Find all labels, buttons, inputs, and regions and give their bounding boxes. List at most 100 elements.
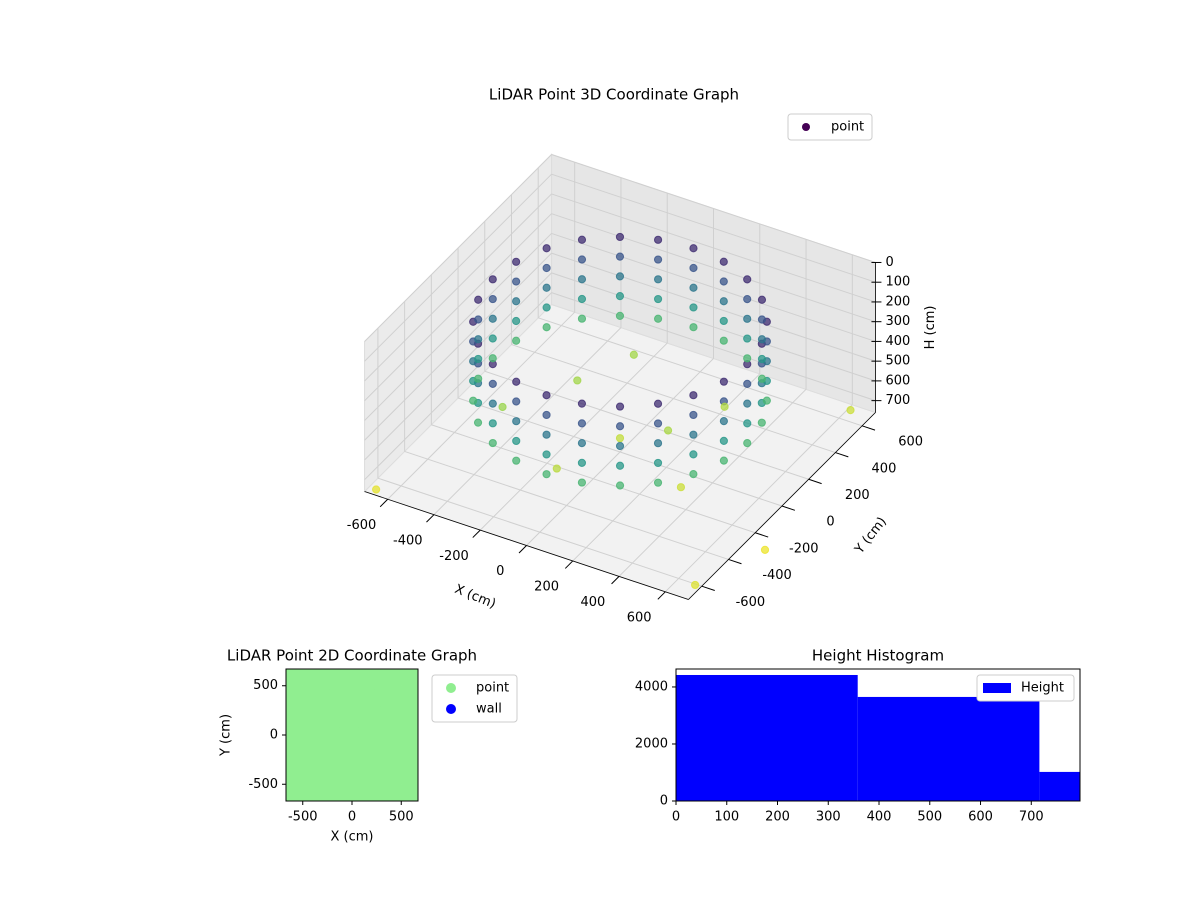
x-tick-label: -400 — [393, 533, 423, 548]
point — [757, 315, 767, 324]
point — [743, 399, 752, 408]
point — [689, 430, 698, 439]
grid-line — [404, 450, 729, 560]
y-tick-label: 500 — [253, 678, 278, 693]
grid-line — [364, 233, 552, 421]
grid-line — [551, 252, 876, 362]
point — [719, 277, 728, 286]
legend-label: point — [476, 681, 509, 696]
grid-line — [364, 213, 552, 402]
grid-line — [511, 344, 836, 454]
point — [757, 354, 767, 364]
z-tick-label: 300 — [885, 314, 910, 329]
grid-line — [538, 317, 863, 427]
point — [663, 426, 673, 435]
y-tick-label: 0 — [660, 794, 668, 809]
point — [469, 396, 478, 405]
y-tick-label: 2000 — [635, 736, 668, 751]
point — [653, 275, 663, 284]
point — [338, 740, 366, 769]
bar — [857, 696, 1040, 801]
point — [689, 283, 698, 292]
z-tick-label: 200 — [885, 294, 910, 309]
x-tick-label: 0 — [348, 810, 356, 825]
y-tick-label: -600 — [736, 595, 766, 610]
point — [691, 580, 700, 590]
point — [719, 297, 728, 306]
point — [743, 354, 752, 363]
point — [689, 410, 698, 420]
point — [474, 354, 483, 364]
y-tick-label: 200 — [845, 488, 870, 503]
point — [653, 235, 663, 244]
point — [298, 721, 327, 749]
point — [577, 419, 587, 428]
point — [577, 439, 587, 448]
z-tick-label: 500 — [885, 354, 910, 369]
point — [577, 478, 587, 487]
z-tick-label: 100 — [885, 275, 910, 290]
point — [488, 354, 497, 363]
point — [298, 681, 327, 710]
tick-mark — [835, 452, 849, 458]
point — [743, 439, 752, 448]
point — [577, 275, 587, 284]
point — [615, 434, 625, 443]
chart-title: LiDAR Point 3D Coordinate Graph — [489, 86, 739, 104]
point — [488, 379, 497, 388]
point — [542, 410, 551, 420]
y-tick-label: 0 — [826, 515, 834, 530]
point — [653, 458, 663, 468]
point — [318, 681, 347, 710]
tick-mark — [781, 505, 796, 511]
point — [338, 760, 366, 789]
point — [615, 422, 625, 431]
point — [653, 439, 663, 448]
tick-mark — [755, 532, 769, 538]
point — [577, 294, 587, 304]
point — [488, 314, 497, 323]
tick-mark — [518, 545, 527, 554]
z-tick-label: 700 — [885, 393, 910, 408]
point — [689, 470, 698, 479]
bar — [1039, 771, 1080, 801]
y-tick-label: 4000 — [635, 679, 668, 694]
point — [615, 272, 625, 281]
grid-line — [551, 213, 876, 323]
point — [577, 255, 587, 264]
y-tick-label: -500 — [248, 777, 278, 792]
point — [719, 257, 728, 266]
point — [615, 441, 625, 451]
point — [512, 316, 521, 326]
point — [719, 336, 728, 345]
point — [488, 399, 497, 408]
point — [357, 740, 386, 769]
x-tick-label: 500 — [389, 810, 414, 825]
point — [512, 436, 521, 446]
point — [377, 701, 406, 730]
axes-frame — [675, 668, 1081, 802]
point — [512, 456, 521, 465]
point — [577, 399, 587, 408]
point — [615, 252, 625, 261]
legend-marker — [983, 683, 1011, 693]
x-tick-label: -600 — [347, 518, 377, 533]
y-tick-label: 400 — [872, 461, 897, 476]
point — [377, 681, 406, 710]
plot-area — [286, 669, 418, 801]
grid-line — [364, 154, 552, 342]
grid-line — [551, 153, 876, 263]
point — [542, 430, 551, 439]
y-axis-label: Y (cm) — [219, 714, 234, 757]
point — [743, 334, 752, 343]
point — [512, 397, 521, 406]
point — [488, 334, 497, 343]
point — [689, 303, 698, 312]
point — [760, 545, 770, 554]
point — [615, 311, 625, 320]
point — [653, 314, 663, 323]
grid-line — [457, 397, 783, 507]
point — [615, 481, 625, 490]
x-tick-label: 400 — [867, 810, 892, 825]
point — [318, 701, 347, 730]
